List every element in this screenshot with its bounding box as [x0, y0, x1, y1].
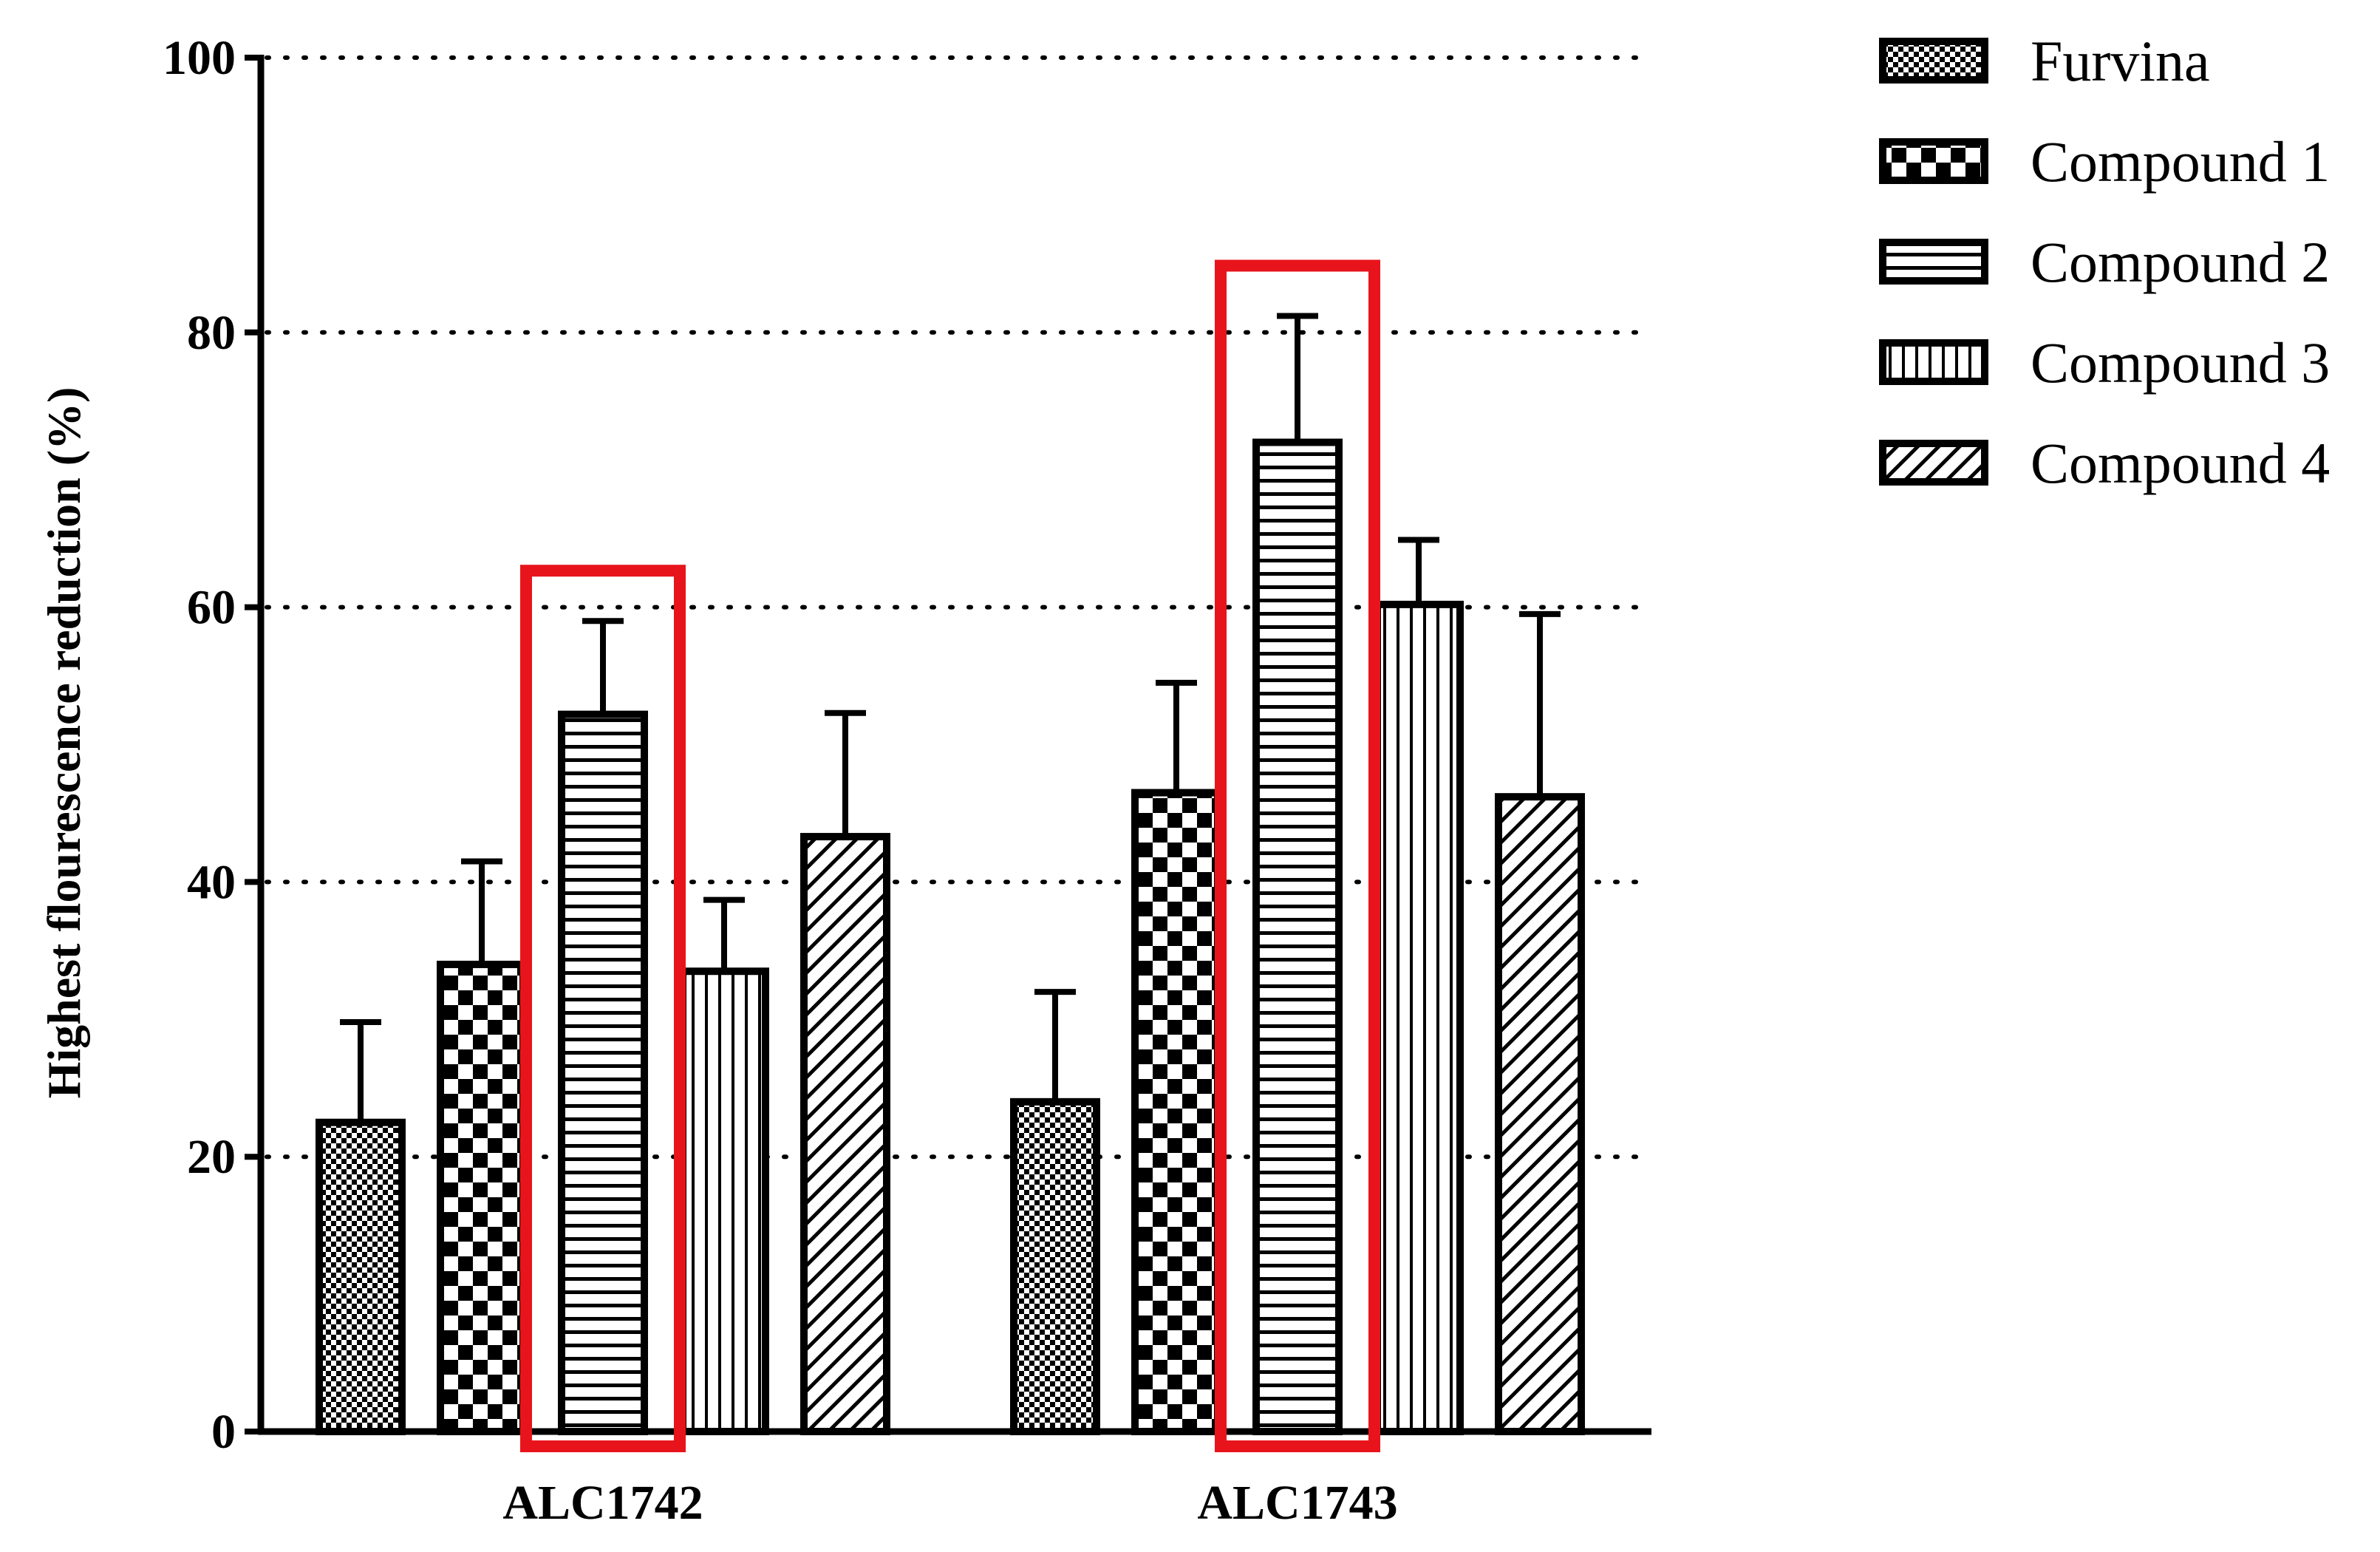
bar-compound-2 — [1252, 438, 1343, 1435]
highlight-boxes — [520, 259, 1380, 1453]
highlight-box — [520, 565, 686, 1453]
legend-swatch — [1879, 339, 1988, 385]
bar-compound-4 — [800, 833, 890, 1435]
bar-compound-3 — [1374, 600, 1464, 1436]
legend-swatch — [1879, 239, 1988, 285]
highlight-box — [1215, 259, 1380, 1453]
axes: 0 20 40 60 80 100 ALC1742 ALC1743 — [163, 31, 1651, 1530]
legend-swatch — [1879, 38, 1988, 84]
legend-label: Compound 4 — [2030, 431, 2330, 495]
x-category-label: ALC1743 — [1197, 1476, 1397, 1530]
bars — [316, 313, 1585, 1436]
y-tick-label: 100 — [163, 31, 236, 85]
bar-compound-4 — [1495, 793, 1585, 1435]
x-category-label: ALC1742 — [502, 1476, 703, 1530]
y-tick-label: 0 — [211, 1405, 236, 1459]
y-tick-label: 20 — [187, 1130, 236, 1184]
bar-compound-1 — [437, 960, 527, 1435]
y-tick-label: 60 — [187, 581, 236, 635]
y-tick-label: 40 — [187, 855, 236, 909]
bar-compound-1 — [1131, 789, 1221, 1435]
legend-label: Furvina — [2030, 29, 2210, 93]
legend-swatch — [1879, 138, 1988, 184]
bar-furvina — [1010, 1097, 1100, 1435]
legend-label: Compound 3 — [2030, 330, 2330, 395]
legend-swatch — [1879, 440, 1988, 486]
bar-furvina — [316, 1118, 406, 1435]
legend-label: Compound 1 — [2030, 129, 2330, 194]
legend-label: Compound 2 — [2030, 230, 2330, 294]
bar-compound-3 — [679, 967, 769, 1435]
legend: Furvina Compound 1 Compound 2 Compound 3 Com… — [1879, 29, 2330, 495]
bar-compound-2 — [558, 710, 648, 1435]
y-axis-title: Highest flourescence reduction (%) — [38, 387, 90, 1099]
y-tick-label: 80 — [187, 306, 236, 360]
